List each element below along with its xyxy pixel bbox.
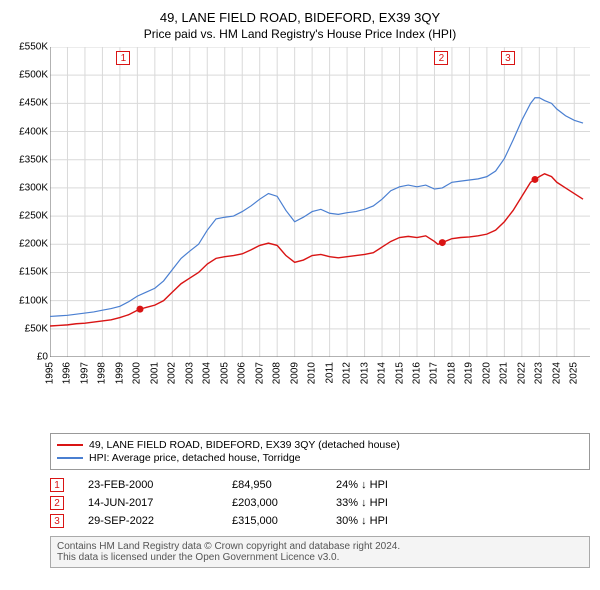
x-axis-labels: 1995199619971998199920002001200220032004… — [50, 362, 590, 422]
y-tick-label: £350K — [19, 154, 48, 165]
plot-area: 1 2 3 — [50, 47, 590, 357]
sale-row-badge: 1 — [50, 478, 64, 492]
x-tick-label: 2007 — [254, 362, 265, 384]
y-tick-label: £100K — [19, 295, 48, 306]
x-tick-label: 1995 — [45, 362, 56, 384]
sale-diff: 24% ↓ HPI — [336, 479, 436, 491]
x-tick-label: 2002 — [167, 362, 178, 384]
legend-swatch — [57, 444, 83, 446]
y-tick-label: £250K — [19, 211, 48, 222]
x-tick-label: 2017 — [429, 362, 440, 384]
y-tick-label: £50K — [25, 323, 48, 334]
sale-date: 23-FEB-2000 — [88, 479, 208, 491]
sale-badge-1: 1 — [116, 51, 130, 65]
sale-row: 2 14-JUN-2017 £203,000 33% ↓ HPI — [50, 496, 590, 510]
y-tick-label: £450K — [19, 98, 48, 109]
chart-title: 49, LANE FIELD ROAD, BIDEFORD, EX39 3QY — [8, 10, 592, 25]
footer-line-2: This data is licensed under the Open Gov… — [57, 552, 583, 563]
x-tick-label: 2020 — [481, 362, 492, 384]
y-tick-label: £200K — [19, 239, 48, 250]
chart-container: £0 £50K £100K £150K £200K £250K £300K £350K £400… — [8, 47, 592, 427]
x-tick-label: 2004 — [202, 362, 213, 384]
y-tick-label: £300K — [19, 182, 48, 193]
y-tick-label: £0 — [37, 352, 48, 363]
x-tick-label: 2010 — [307, 362, 318, 384]
x-tick-label: 2008 — [272, 362, 283, 384]
sale-diff: 33% ↓ HPI — [336, 497, 436, 509]
x-tick-label: 2021 — [499, 362, 510, 384]
sale-row-badge: 2 — [50, 496, 64, 510]
x-tick-label: 2011 — [324, 362, 335, 384]
x-tick-label: 2015 — [394, 362, 405, 384]
legend-item: HPI: Average price, detached house, Torr… — [57, 452, 583, 464]
sale-price: £203,000 — [232, 497, 312, 509]
x-tick-label: 2003 — [184, 362, 195, 384]
x-tick-label: 2025 — [569, 362, 580, 384]
x-tick-label: 2023 — [534, 362, 545, 384]
x-tick-label: 2005 — [219, 362, 230, 384]
x-tick-label: 2019 — [464, 362, 475, 384]
x-tick-label: 2022 — [516, 362, 527, 384]
sale-price: £84,950 — [232, 479, 312, 491]
x-tick-label: 2001 — [149, 362, 160, 384]
x-tick-label: 2000 — [132, 362, 143, 384]
x-tick-label: 2016 — [411, 362, 422, 384]
sale-marker-3 — [531, 176, 538, 183]
sale-badge-3: 3 — [501, 51, 515, 65]
chart-svg — [50, 47, 590, 357]
x-tick-label: 1997 — [79, 362, 90, 384]
legend: 49, LANE FIELD ROAD, BIDEFORD, EX39 3QY … — [50, 433, 590, 470]
sale-row-badge: 3 — [50, 514, 64, 528]
chart-subtitle: Price paid vs. HM Land Registry's House … — [8, 27, 592, 41]
x-tick-label: 1996 — [62, 362, 73, 384]
series-property — [50, 174, 583, 326]
sale-badge-2: 2 — [434, 51, 448, 65]
legend-item: 49, LANE FIELD ROAD, BIDEFORD, EX39 3QY … — [57, 439, 583, 451]
y-tick-label: £400K — [19, 126, 48, 137]
x-tick-label: 2024 — [551, 362, 562, 384]
x-tick-label: 2018 — [446, 362, 457, 384]
y-tick-label: £550K — [19, 42, 48, 53]
sale-row: 1 23-FEB-2000 £84,950 24% ↓ HPI — [50, 478, 590, 492]
legend-text: 49, LANE FIELD ROAD, BIDEFORD, EX39 3QY … — [89, 439, 400, 451]
x-tick-label: 2014 — [377, 362, 388, 384]
x-tick-label: 2009 — [289, 362, 300, 384]
sale-marker-1 — [137, 306, 144, 313]
sale-price: £315,000 — [232, 515, 312, 527]
footer-line-1: Contains HM Land Registry data © Crown c… — [57, 541, 583, 552]
sale-date: 29-SEP-2022 — [88, 515, 208, 527]
y-tick-label: £500K — [19, 70, 48, 81]
sale-date: 14-JUN-2017 — [88, 497, 208, 509]
sale-diff: 30% ↓ HPI — [336, 515, 436, 527]
sale-marker-2 — [439, 239, 446, 246]
x-tick-label: 1999 — [114, 362, 125, 384]
x-tick-label: 2006 — [237, 362, 248, 384]
y-axis-labels: £0£50K£100K£150K£200K£250K£300K£350K£400… — [8, 47, 50, 357]
x-tick-label: 2013 — [359, 362, 370, 384]
x-tick-label: 1998 — [97, 362, 108, 384]
sale-row: 3 29-SEP-2022 £315,000 30% ↓ HPI — [50, 514, 590, 528]
sales-table: 1 23-FEB-2000 £84,950 24% ↓ HPI 2 14-JUN-2017… — [50, 478, 590, 528]
series-hpi — [50, 98, 583, 317]
y-tick-label: £150K — [19, 267, 48, 278]
legend-swatch — [57, 457, 83, 459]
legend-text: HPI: Average price, detached house, Torr… — [89, 452, 301, 464]
footer-attribution: Contains HM Land Registry data © Crown c… — [50, 536, 590, 568]
x-tick-label: 2012 — [342, 362, 353, 384]
